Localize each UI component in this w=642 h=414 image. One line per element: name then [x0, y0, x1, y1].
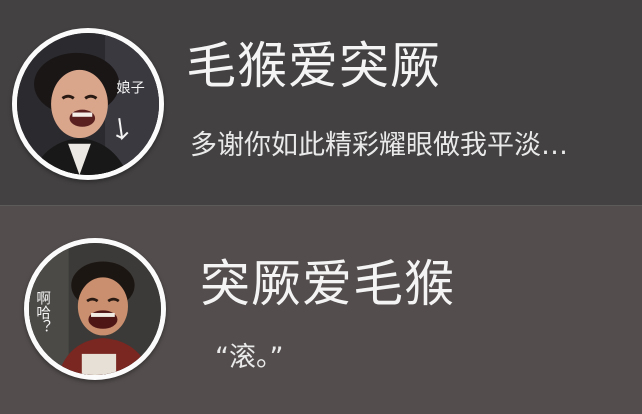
conversation-item-2[interactable]: 啊哈？ 突厥爱毛猴 “滚。”: [0, 206, 642, 414]
message-preview: “滚。”: [215, 342, 284, 373]
contact-name: 突厥爱毛猴: [200, 255, 455, 313]
conversation-item-1[interactable]: 娘子 毛猴爱突厥 多谢你如此精彩耀眼做我平淡…: [0, 0, 642, 206]
avatar[interactable]: 啊哈？: [24, 238, 166, 380]
contact-name: 毛猴爱突厥: [186, 37, 441, 95]
avatar-photo-icon: 娘子: [17, 33, 159, 175]
avatar[interactable]: 娘子: [12, 28, 164, 180]
message-preview: 多谢你如此精彩耀眼做我平淡…: [190, 130, 568, 161]
avatar-caption: 娘子: [116, 81, 144, 97]
avatar-photo-icon: 啊哈？: [29, 243, 161, 375]
avatar-caption: 啊哈？: [34, 290, 50, 334]
